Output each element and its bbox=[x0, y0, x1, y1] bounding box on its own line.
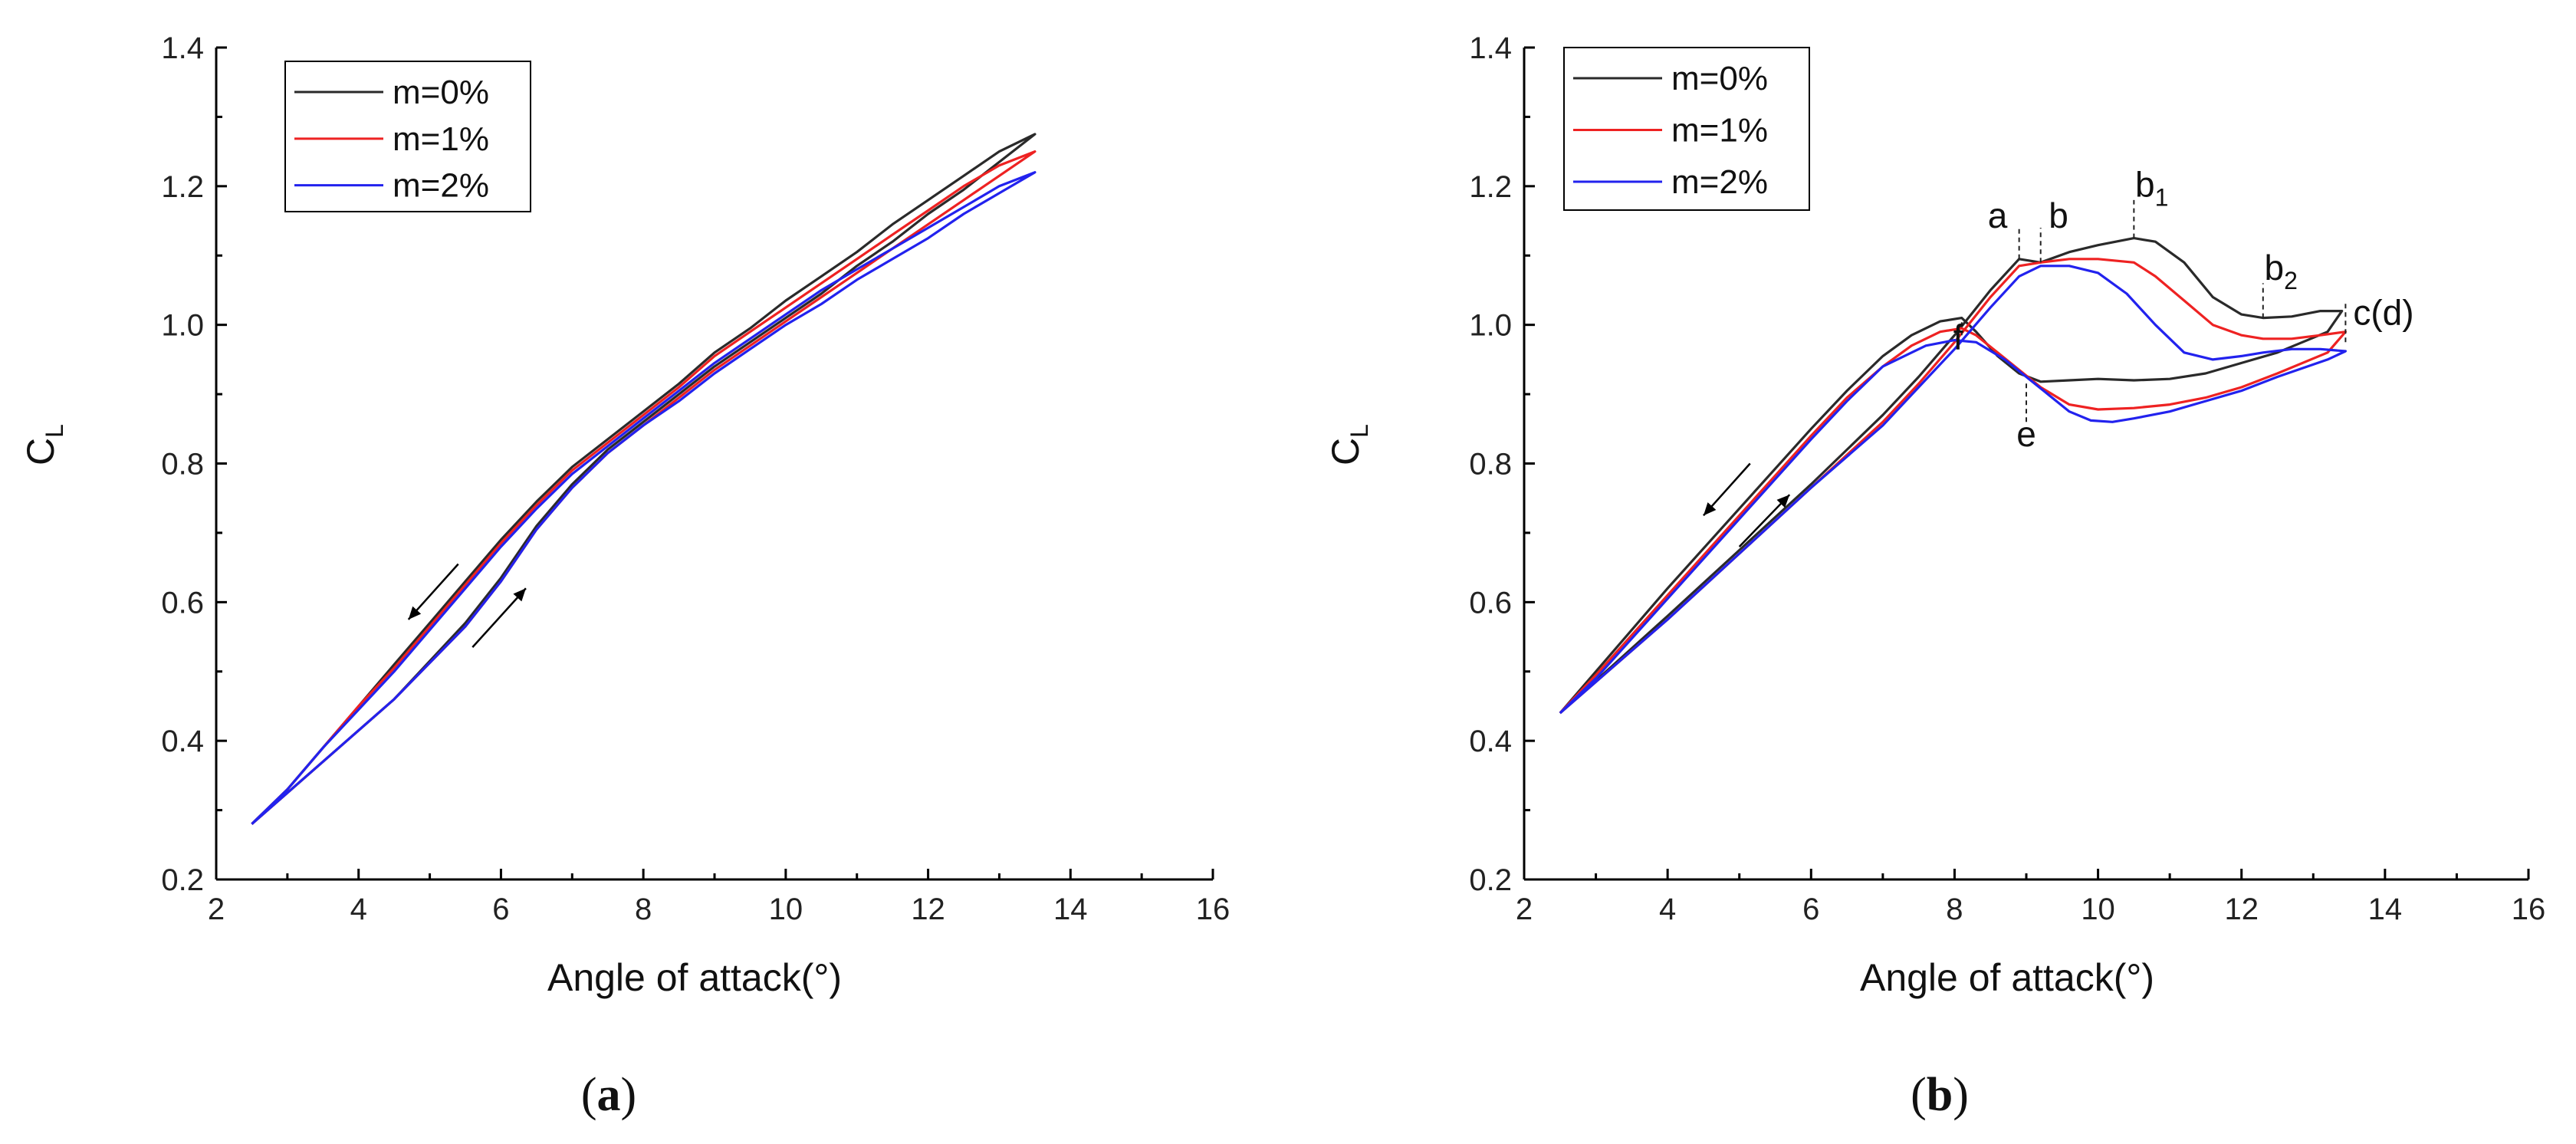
x-tick-label: 2 bbox=[1516, 893, 1533, 926]
arrow-head bbox=[513, 588, 526, 602]
panel-label: (b) bbox=[1911, 1069, 1969, 1121]
arrow-head bbox=[1703, 502, 1717, 516]
y-tick-label: 0.6 bbox=[1469, 586, 1512, 620]
y-tick-label: 1.4 bbox=[1469, 31, 1512, 65]
x-tick-label: 10 bbox=[769, 893, 803, 926]
y-tick-label: 0.6 bbox=[161, 586, 204, 620]
x-tick-label: 14 bbox=[1053, 893, 1088, 926]
direction-arrow bbox=[472, 587, 527, 648]
y-tick-label: 1.0 bbox=[1469, 309, 1512, 343]
x-tick-label: 4 bbox=[1659, 893, 1676, 926]
x-axis-title: Angle of attack(°) bbox=[547, 956, 842, 999]
panel-label: (a) bbox=[581, 1069, 636, 1121]
x-tick-label: 6 bbox=[492, 893, 509, 926]
legend-box bbox=[284, 61, 531, 212]
x-tick-label: 4 bbox=[350, 893, 367, 926]
legend: m=0% m=1% m=2% bbox=[284, 61, 531, 212]
y-tick-label: 1.2 bbox=[161, 170, 204, 204]
y-axis-title: CL bbox=[19, 424, 68, 465]
series-line bbox=[1559, 258, 2347, 715]
y-tick-label: 0.8 bbox=[1469, 448, 1512, 482]
annotation-label: b2 bbox=[2264, 248, 2297, 294]
x-tick-label: 8 bbox=[635, 893, 652, 926]
series-line bbox=[251, 150, 1037, 825]
annotation-label: b1 bbox=[2135, 164, 2168, 211]
x-tick-label: 10 bbox=[2081, 893, 2115, 926]
annotation-label: b bbox=[2049, 196, 2068, 235]
panel-b: 2 4 6 8 10 12 14 16 0.2 0.4 0.6 0.8 1.0 1.2 1.4 a b b1 b2 c… bbox=[1324, 31, 2545, 1121]
legend-label: m=2% bbox=[393, 167, 489, 205]
x-tick-label: 6 bbox=[1802, 893, 1819, 926]
annotation-label: e bbox=[2016, 414, 2036, 454]
legend-label: m=1% bbox=[1671, 112, 1768, 150]
arrow-head bbox=[408, 606, 422, 620]
series-line bbox=[1559, 237, 2344, 715]
x-tick-label: 16 bbox=[2512, 893, 2546, 926]
y-tick-label: 1.2 bbox=[1469, 170, 1512, 204]
y-tick-label: 0.4 bbox=[1469, 725, 1512, 758]
y-tick-label: 0.4 bbox=[161, 725, 204, 758]
legend-label: m=1% bbox=[393, 120, 489, 158]
legend-label: m=0% bbox=[1671, 60, 1768, 97]
x-tick-label: 12 bbox=[2224, 893, 2259, 926]
arrow-head bbox=[1776, 495, 1790, 508]
legend: m=0% m=1% m=2% bbox=[1563, 47, 1810, 211]
series-line bbox=[1559, 265, 2347, 715]
series-line bbox=[251, 133, 1037, 825]
y-tick-label: 0.2 bbox=[1469, 863, 1512, 897]
series-line bbox=[251, 171, 1037, 825]
y-tick-label: 1.4 bbox=[161, 31, 204, 65]
x-tick-label: 14 bbox=[2368, 893, 2403, 926]
annotation-label: c(d) bbox=[2353, 293, 2413, 333]
x-axis-title: Angle of attack(°) bbox=[1860, 956, 2154, 999]
y-tick-label: 0.2 bbox=[161, 863, 204, 897]
annotation-label: a bbox=[1988, 196, 2008, 235]
x-tick-label: 2 bbox=[208, 893, 225, 926]
x-tick-label: 8 bbox=[1946, 893, 1963, 926]
y-axis-title: CL bbox=[1324, 424, 1373, 465]
x-tick-label: 16 bbox=[1196, 893, 1230, 926]
y-tick-label: 0.8 bbox=[161, 448, 204, 482]
legend-label: m=2% bbox=[1671, 163, 1768, 201]
plot-area: 2 4 6 8 10 12 14 16 0.2 0.4 0.6 0.8 1.0 1.2 1.4 m=0% m=1… bbox=[161, 31, 1230, 926]
annotation-label: f bbox=[1953, 317, 1963, 357]
y-tick-label: 1.0 bbox=[161, 309, 204, 343]
panel-a: 2 4 6 8 10 12 14 16 0.2 0.4 0.6 0.8 1.0 1.2 1.4 m=0% m=1… bbox=[19, 31, 1230, 1121]
x-tick-label: 12 bbox=[911, 893, 945, 926]
legend-label: m=0% bbox=[393, 74, 489, 111]
plot-area: 2 4 6 8 10 12 14 16 0.2 0.4 0.6 0.8 1.0 1.2 1.4 a b b1 b2 c… bbox=[1469, 31, 2545, 926]
